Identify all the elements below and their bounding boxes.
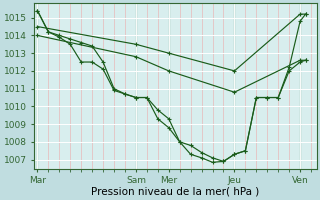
X-axis label: Pression niveau de la mer( hPa ): Pression niveau de la mer( hPa ) <box>91 187 260 197</box>
